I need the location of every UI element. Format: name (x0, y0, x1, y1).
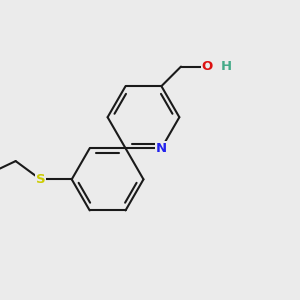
Text: N: N (156, 142, 167, 155)
Text: S: S (36, 173, 45, 186)
Text: O: O (201, 60, 213, 73)
Text: H: H (221, 60, 232, 73)
